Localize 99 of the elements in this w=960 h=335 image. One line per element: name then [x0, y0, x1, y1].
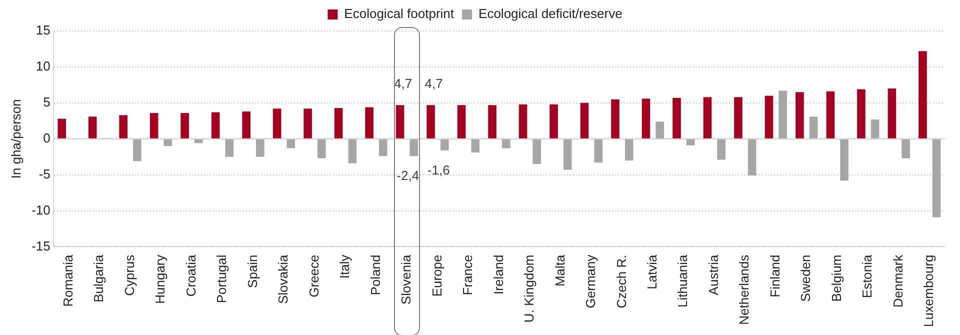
bar: [150, 112, 158, 138]
bar: [440, 139, 449, 150]
x-tick-label: Belgium: [828, 254, 844, 302]
bar: [686, 139, 695, 146]
legend-label: Ecological footprint: [344, 6, 454, 22]
bar: [242, 112, 250, 138]
bar: [918, 51, 927, 138]
bar: [550, 104, 558, 138]
x-tick-label: France: [460, 254, 476, 296]
x-tick-label: Latvia: [644, 254, 660, 290]
x-tick-label: Cyprus: [122, 254, 137, 296]
x-tick-label: Bulgaria: [91, 254, 106, 302]
bar: [334, 108, 343, 138]
bar: [809, 116, 818, 138]
bar: [717, 139, 726, 160]
bar: [272, 108, 282, 138]
data-label: 4,7: [394, 76, 412, 92]
bar: [502, 139, 510, 148]
y-tick-label: 15: [36, 22, 50, 38]
data-label: -1,6: [427, 162, 450, 178]
bar: [857, 89, 866, 138]
y-tick-label: 5: [43, 94, 50, 110]
x-tick-label: Luxembourg: [921, 254, 936, 328]
bar: [870, 119, 880, 138]
bar: [563, 139, 572, 170]
bar: [778, 90, 787, 138]
x-tick-label: Slovenia: [398, 254, 414, 305]
bar: [133, 139, 142, 162]
data-label: 4,7: [424, 76, 443, 92]
bar: [317, 139, 326, 158]
bar: [180, 112, 189, 138]
bar: [888, 88, 896, 138]
x-tick-label: Austria: [706, 254, 721, 296]
x-tick-label: Denmark: [890, 254, 906, 308]
bar: [932, 139, 941, 218]
x-tick-label: Romania: [60, 254, 76, 307]
bar: [624, 139, 634, 160]
bar: [194, 139, 203, 144]
bar: [304, 108, 312, 138]
y-tick-label: -15: [32, 238, 50, 254]
bar: [471, 139, 480, 153]
bar: [703, 97, 712, 138]
x-tick-label: Slovakia: [276, 254, 291, 304]
x-tick-label: Spain: [244, 254, 260, 288]
bar: [256, 139, 264, 157]
x-tick-label: Germany: [583, 254, 598, 308]
bar: [410, 139, 418, 156]
y-axis-title: In gha/person: [8, 99, 24, 179]
bar: [826, 91, 835, 138]
x-tick-label: Lithuania: [675, 254, 690, 308]
bar: [488, 105, 496, 138]
bar: [840, 139, 848, 181]
bar: [748, 139, 756, 176]
bar: [211, 112, 220, 138]
bar: [396, 105, 404, 138]
bar: [796, 92, 804, 138]
bar: [58, 118, 66, 138]
x-tick-label: Netherlands: [736, 254, 752, 325]
x-tick-label: Portugal: [214, 254, 230, 304]
bar: [580, 102, 589, 138]
bar: [532, 139, 542, 164]
bar: [734, 97, 742, 138]
bar: [902, 139, 910, 158]
y-tick-label: -10: [32, 202, 50, 218]
x-tick-label: Sweden: [798, 254, 814, 302]
x-tick-label: U. Kingdom: [522, 254, 537, 323]
bar: [286, 139, 296, 148]
x-tick-label: Europe: [429, 254, 444, 297]
bar: [164, 139, 172, 146]
bar: [611, 99, 620, 138]
data-label: -2,4: [396, 168, 420, 184]
x-tick-label: Italy: [337, 254, 352, 279]
x-tick-label: Poland: [368, 254, 383, 296]
bar: [365, 107, 374, 138]
bar: [457, 105, 466, 138]
bar: [119, 115, 128, 138]
y-tick-label: -5: [38, 166, 50, 182]
bar: [348, 139, 357, 164]
x-tick-label: Finland: [767, 254, 782, 298]
x-tick-label: Malta: [552, 254, 568, 287]
x-tick-label: Czech R.: [614, 254, 629, 308]
x-tick-label: Croatia: [183, 254, 198, 297]
bar: [672, 98, 681, 138]
x-tick-label: Hungary: [152, 254, 168, 304]
bar: [656, 122, 664, 138]
legend-label: Ecological deficit/reserve: [478, 6, 622, 22]
bar: [88, 116, 97, 138]
bar: [764, 96, 774, 138]
x-tick-label: Estonia: [860, 254, 875, 298]
bar: [594, 139, 602, 163]
x-tick-label: Ireland: [490, 254, 506, 294]
bar: [518, 104, 528, 138]
x-tick-label: Greece: [306, 254, 322, 298]
bar: [225, 139, 234, 157]
bar: [642, 98, 650, 138]
y-tick-label: 10: [36, 58, 50, 74]
y-tick-label: 0: [43, 130, 50, 146]
bar: [378, 139, 388, 156]
bar: [426, 105, 435, 138]
